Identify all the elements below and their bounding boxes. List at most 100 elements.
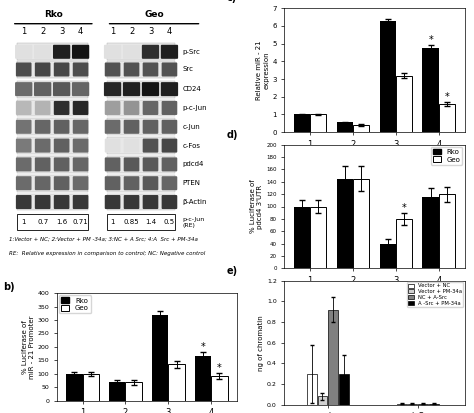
Bar [408, 404, 418, 405]
Bar [107, 214, 175, 230]
Bar [107, 43, 175, 60]
FancyBboxPatch shape [123, 82, 140, 96]
Text: 1.4: 1.4 [145, 219, 156, 225]
FancyBboxPatch shape [143, 101, 158, 115]
FancyBboxPatch shape [54, 120, 70, 134]
Text: 3: 3 [148, 26, 153, 36]
Bar [109, 382, 126, 401]
FancyBboxPatch shape [72, 45, 89, 59]
Bar [439, 194, 455, 268]
FancyBboxPatch shape [54, 139, 70, 153]
Bar [82, 374, 99, 401]
Y-axis label: Relative miR - 21
expression: Relative miR - 21 expression [256, 40, 270, 100]
Bar [422, 197, 439, 268]
FancyBboxPatch shape [54, 195, 70, 209]
Text: 0.7: 0.7 [37, 219, 48, 225]
FancyBboxPatch shape [105, 195, 120, 209]
FancyBboxPatch shape [105, 120, 120, 134]
Bar [152, 315, 168, 401]
Text: c-Fos: c-Fos [182, 142, 201, 149]
FancyBboxPatch shape [54, 62, 70, 76]
FancyBboxPatch shape [162, 101, 177, 115]
Bar [418, 404, 428, 405]
Text: RE:  Relative expression in comparison to control; NC: Negative control: RE: Relative expression in comparison to… [9, 251, 206, 256]
Text: 0.5: 0.5 [164, 219, 175, 225]
Bar [318, 396, 328, 405]
FancyBboxPatch shape [105, 62, 120, 76]
Text: *: * [217, 363, 222, 373]
FancyBboxPatch shape [16, 101, 31, 115]
Text: 0.85: 0.85 [124, 219, 139, 225]
FancyBboxPatch shape [34, 45, 51, 59]
Bar [294, 206, 310, 268]
FancyBboxPatch shape [53, 82, 70, 96]
Bar [17, 43, 88, 60]
FancyBboxPatch shape [73, 176, 88, 190]
FancyBboxPatch shape [161, 45, 178, 59]
FancyBboxPatch shape [54, 157, 70, 171]
FancyBboxPatch shape [34, 82, 51, 96]
Text: 0.71: 0.71 [73, 219, 89, 225]
Bar [17, 214, 88, 230]
Legend: Rko, Geo: Rko, Geo [59, 295, 91, 313]
Bar [310, 114, 327, 132]
Text: Rko: Rko [44, 9, 63, 19]
Bar [107, 119, 175, 135]
Bar [168, 364, 185, 401]
Bar [17, 119, 88, 135]
Text: pdcd4: pdcd4 [182, 161, 204, 167]
Text: 1: 1 [21, 219, 26, 225]
Text: PTEN: PTEN [182, 180, 201, 186]
Bar [17, 81, 88, 97]
Bar [107, 81, 175, 97]
Bar [107, 100, 175, 116]
Text: b): b) [3, 282, 15, 292]
FancyBboxPatch shape [143, 139, 158, 153]
Bar [396, 76, 412, 132]
Bar [310, 206, 327, 268]
FancyBboxPatch shape [143, 120, 158, 134]
Bar [337, 178, 353, 268]
FancyBboxPatch shape [162, 195, 177, 209]
Bar [380, 244, 396, 268]
Text: 4: 4 [167, 26, 172, 36]
Bar [429, 404, 439, 405]
Bar [353, 178, 369, 268]
FancyBboxPatch shape [124, 176, 139, 190]
Text: Geo: Geo [144, 9, 164, 19]
Y-axis label: ng of chromatin: ng of chromatin [258, 315, 264, 370]
Bar [422, 48, 439, 132]
FancyBboxPatch shape [35, 62, 50, 76]
FancyBboxPatch shape [35, 139, 50, 153]
FancyBboxPatch shape [35, 195, 50, 209]
Text: *: * [401, 203, 406, 213]
FancyBboxPatch shape [73, 62, 88, 76]
Text: p-c-Jun
(RE): p-c-Jun (RE) [182, 217, 205, 228]
FancyBboxPatch shape [73, 139, 88, 153]
Y-axis label: % Luciferase of
pdcd4 3'UTR: % Luciferase of pdcd4 3'UTR [250, 180, 264, 233]
FancyBboxPatch shape [16, 195, 31, 209]
FancyBboxPatch shape [15, 82, 32, 96]
Bar [337, 122, 353, 132]
FancyBboxPatch shape [16, 176, 31, 190]
Text: *: * [201, 342, 206, 351]
Bar [17, 61, 88, 78]
Bar [17, 100, 88, 116]
FancyBboxPatch shape [73, 195, 88, 209]
Text: 1: 1 [110, 219, 115, 225]
Bar [17, 175, 88, 192]
Text: 4: 4 [78, 26, 83, 36]
FancyBboxPatch shape [53, 45, 70, 59]
Bar [328, 310, 338, 405]
Text: p-c-Jun: p-c-Jun [182, 105, 207, 111]
FancyBboxPatch shape [124, 139, 139, 153]
Bar [195, 356, 211, 401]
FancyBboxPatch shape [162, 157, 177, 171]
Y-axis label: % Luciferase of
miR - 21 Promoter: % Luciferase of miR - 21 Promoter [22, 315, 35, 379]
FancyBboxPatch shape [15, 45, 32, 59]
Bar [353, 125, 369, 132]
Text: 2: 2 [129, 26, 134, 36]
Bar [66, 374, 82, 401]
Text: CD24: CD24 [182, 86, 201, 92]
FancyBboxPatch shape [73, 120, 88, 134]
